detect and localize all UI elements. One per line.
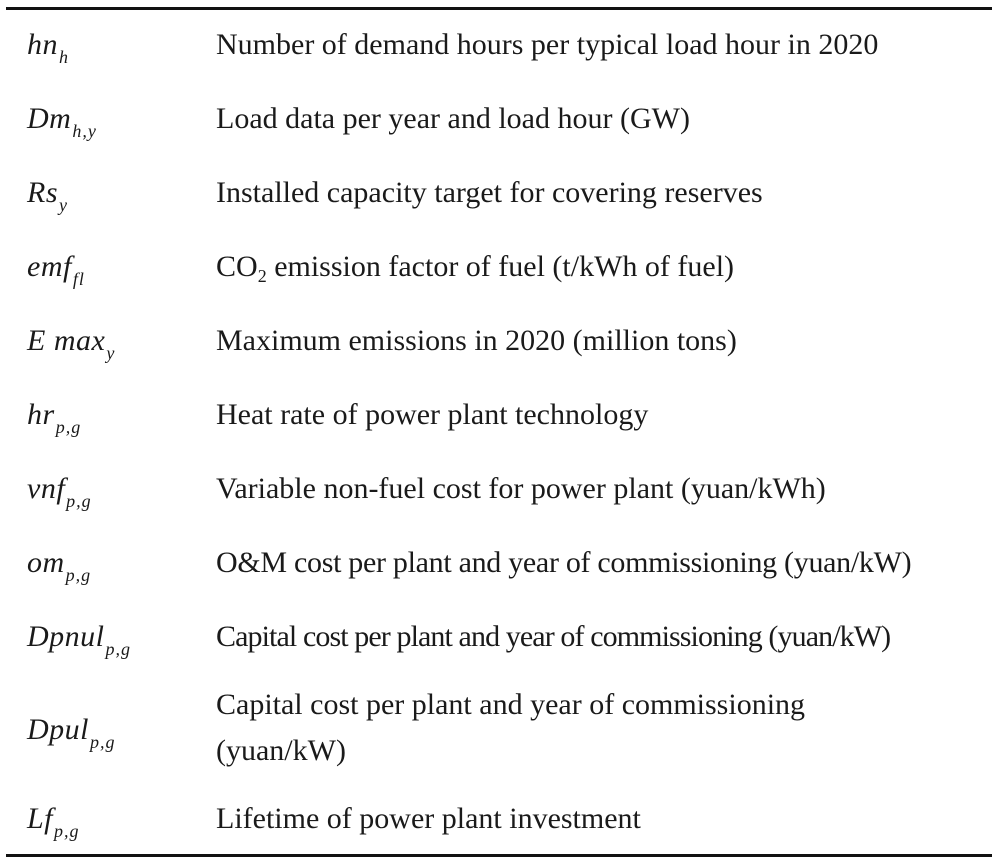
description: Number of demand hours per typical load … (216, 28, 879, 61)
symbol: emffl (27, 250, 85, 289)
description-line-1: Capital cost per plant and year of commi… (216, 688, 806, 721)
description: O&M cost per plant and year of commissio… (216, 546, 912, 579)
description: Maximum emissions in 2020 (million tons) (216, 324, 737, 357)
description-line-2: (yuan/kW) (216, 734, 346, 767)
symbol: Dpulp,g (27, 713, 116, 752)
symbol: E maxy (27, 324, 116, 363)
description: Lifetime of power plant investment (216, 802, 641, 835)
symbol: Dpnulp,g (27, 620, 131, 659)
description: Variable non-fuel cost for power plant (… (216, 472, 826, 505)
description: Heat rate of power plant technology (216, 398, 649, 431)
symbol: Dmh,y (27, 102, 97, 141)
description: Load data per year and load hour (GW) (216, 102, 690, 135)
symbol: hrp,g (27, 398, 82, 437)
symbol: vnfp,g (27, 472, 92, 511)
symbol: Lfp,g (27, 802, 80, 841)
symbol: Rsy (27, 176, 68, 215)
table-top-rule (6, 7, 992, 10)
symbol: hnh (27, 28, 69, 67)
symbol: omp,g (27, 546, 92, 585)
description: Installed capacity target for covering r… (216, 176, 763, 209)
table-bottom-rule (6, 854, 992, 857)
description: CO2 emission factor of fuel (t/kWh of fu… (216, 250, 735, 286)
description: Capital cost per plant and year of commi… (216, 620, 891, 653)
